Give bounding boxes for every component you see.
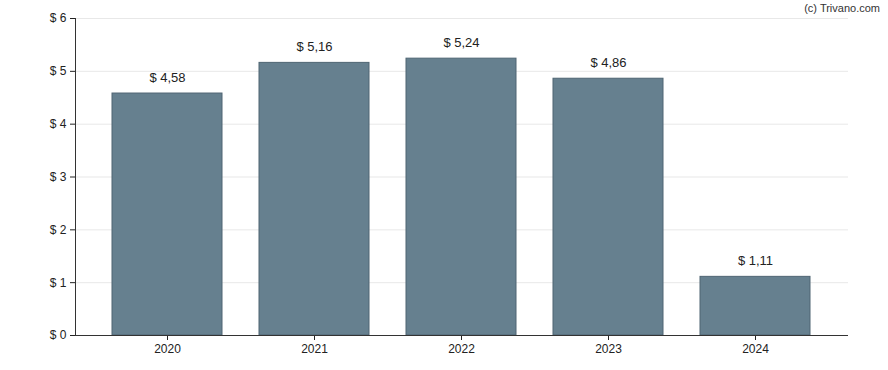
svg-text:$ 5: $ 5 [50, 64, 67, 78]
svg-text:$ 0: $ 0 [50, 328, 67, 342]
svg-text:$ 4,58: $ 4,58 [149, 70, 185, 85]
svg-text:$ 5,16: $ 5,16 [296, 39, 332, 54]
svg-text:2020: 2020 [154, 342, 181, 356]
svg-text:$ 1,11: $ 1,11 [738, 253, 773, 268]
svg-text:$ 2: $ 2 [50, 223, 67, 237]
html-text:(c) Trivano.com: (c) Trivano.com [804, 2, 880, 14]
svg-text:2021: 2021 [301, 342, 328, 356]
svg-text:2023: 2023 [595, 342, 622, 356]
svg-text:$ 4: $ 4 [50, 117, 67, 131]
svg-text:$ 4,86: $ 4,86 [590, 55, 626, 70]
svg-text:$ 6: $ 6 [50, 11, 67, 25]
svg-text:$ 1: $ 1 [50, 276, 67, 290]
svg-text:2022: 2022 [448, 342, 475, 356]
svg-text:$ 3: $ 3 [50, 170, 67, 184]
svg-text:$ 5,24: $ 5,24 [443, 35, 479, 50]
svg-text:2024: 2024 [742, 342, 769, 356]
